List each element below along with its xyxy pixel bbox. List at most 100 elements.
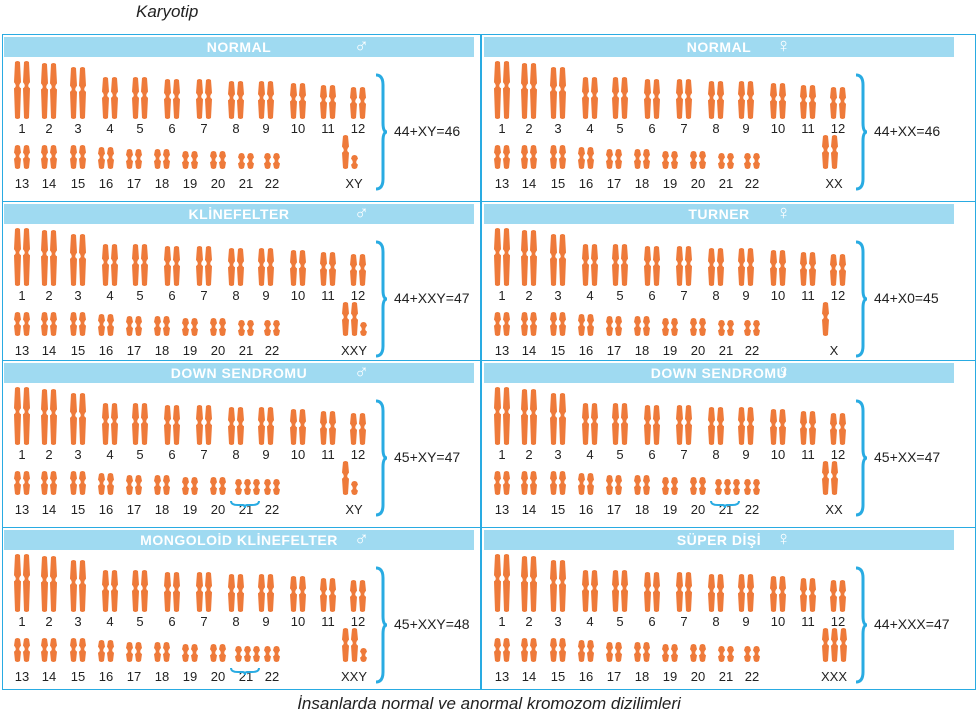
chromosome-number: 13 <box>14 502 30 517</box>
chromosome-number: 5 <box>136 288 144 303</box>
chromosome-number: 2 <box>45 121 53 136</box>
chromosome-pair <box>164 246 180 291</box>
chromosome-number: 6 <box>168 447 176 462</box>
sex-chromosomes <box>822 302 829 336</box>
chromosome-number: 19 <box>662 176 678 191</box>
chromosome-number: 21 <box>718 343 734 358</box>
chromosome-number: 8 <box>712 447 720 462</box>
chromosome-number: 13 <box>494 669 510 684</box>
chromosome-pair <box>582 77 598 124</box>
chromosome-number: 10 <box>770 288 786 303</box>
chromosome-pair <box>154 149 170 174</box>
chromosome-number: 11 <box>801 288 815 303</box>
chromosome-number: 1 <box>18 121 26 136</box>
chromosome-number: 15 <box>70 669 86 684</box>
chromosome-pair <box>634 642 650 667</box>
chromosome-pair <box>612 244 628 291</box>
chromosome-number: 7 <box>680 121 688 136</box>
chromosome-number: 8 <box>232 288 240 303</box>
chromosome-pair <box>102 570 118 617</box>
karyotype-formula: 44+XXY=47 <box>394 290 470 306</box>
chromosome-pair <box>228 81 244 124</box>
chromosome-pair <box>550 312 566 341</box>
chromosome-number: 13 <box>14 343 30 358</box>
chromosome-pair <box>718 646 734 667</box>
chromosome-number: 8 <box>232 121 240 136</box>
chromosome-pair <box>690 477 706 500</box>
chromosome-number: 10 <box>290 614 306 629</box>
chromosome-pair <box>14 387 30 450</box>
chromosome-pair <box>550 393 566 450</box>
sex-chromosome-label: X <box>829 343 839 358</box>
chromosome-number: 17 <box>126 176 142 191</box>
chromosome-number: 8 <box>712 288 720 303</box>
chromosome-pair <box>290 250 306 291</box>
chromosome-number: 1 <box>498 121 506 136</box>
chromosome-pair <box>102 403 118 450</box>
chromosome-number: 17 <box>126 669 142 684</box>
chromosome-pair <box>320 85 336 124</box>
chromosome-pair <box>132 244 148 291</box>
chromosome-pair <box>14 638 30 667</box>
chromosome-pair <box>634 149 650 174</box>
chromosome-number: 7 <box>680 614 688 629</box>
chromosome-pair <box>196 405 212 450</box>
chromosome-number: 2 <box>525 288 533 303</box>
chromosome-pair <box>126 316 142 341</box>
chromosome-number: 20 <box>690 669 706 684</box>
chromosome-pair <box>690 151 706 174</box>
chromosome-pair <box>676 572 692 617</box>
chromosome-number: 22 <box>264 502 280 517</box>
chromosome-number: 6 <box>168 121 176 136</box>
chromosome-pair <box>70 234 86 291</box>
chromosome-pair <box>41 556 57 617</box>
chromosome-pair <box>644 405 660 450</box>
chromosome-number: 1 <box>498 447 506 462</box>
chromosome-pair <box>708 407 724 450</box>
chromosome-pair <box>228 574 244 617</box>
karyotype-panel: KLİNEFELTER ♂ 1 2 3 4 5 6 7 8 9 10 11 12 13 14 15 16 17 18 1… <box>2 202 474 366</box>
chromosome-number: 13 <box>494 343 510 358</box>
chromosome-pair <box>606 475 622 500</box>
chromosome-pair <box>70 393 86 450</box>
chromosome-number: 4 <box>586 614 594 629</box>
chromosome-pair <box>662 318 678 341</box>
chromosome-number: 16 <box>98 343 114 358</box>
chromosome-number: 16 <box>578 343 594 358</box>
karyotype-panel: NORMAL ♂ 1 2 3 4 5 6 7 8 9 10 11 12 13 14 15 16 17 18 19 20 21… <box>2 35 474 199</box>
chromosome-number: 17 <box>606 669 622 684</box>
chromosome-pair <box>494 471 510 500</box>
chromosome-number: 5 <box>136 614 144 629</box>
chromosome-number: 3 <box>74 121 82 136</box>
chromosome-pair <box>494 228 510 291</box>
chromosome-pair <box>521 638 537 667</box>
chromosome-pair <box>578 147 594 174</box>
chromosome-pair <box>494 145 510 174</box>
sex-chromosomes <box>342 628 367 662</box>
chromosome-pair <box>290 409 306 450</box>
chromosome-pair <box>98 640 114 667</box>
chromosome-pair <box>800 578 816 617</box>
chromosome-number: 13 <box>494 176 510 191</box>
chromosome-number: 15 <box>550 502 566 517</box>
chromosome-number: 16 <box>98 669 114 684</box>
chromosome-number: 11 <box>321 447 335 462</box>
female-icon: ♀ <box>776 361 791 383</box>
chromosome-pair <box>41 230 57 291</box>
panel-title: SÜPER DİŞİ <box>676 532 762 548</box>
chromosome-number: 22 <box>264 176 280 191</box>
panel-header-bar: DOWN SENDROMU ♀ <box>484 361 954 383</box>
chromosome-pair <box>644 246 660 291</box>
row-divider <box>2 360 976 361</box>
chromosome-number: 16 <box>98 176 114 191</box>
panel-header-bar: TURNER ♀ <box>484 203 954 224</box>
chromosome-number: 11 <box>801 121 815 136</box>
chromosome-pair <box>744 153 760 174</box>
chromosome-number: 15 <box>70 176 86 191</box>
panel-title: MONGOLOİD KLİNEFELTER <box>140 532 338 548</box>
chromosome-number: 9 <box>742 121 750 136</box>
chromosome-pair <box>606 316 622 341</box>
chromosome-pair <box>521 145 537 174</box>
chromosome-number: 22 <box>264 669 280 684</box>
curly-brace <box>854 240 868 363</box>
